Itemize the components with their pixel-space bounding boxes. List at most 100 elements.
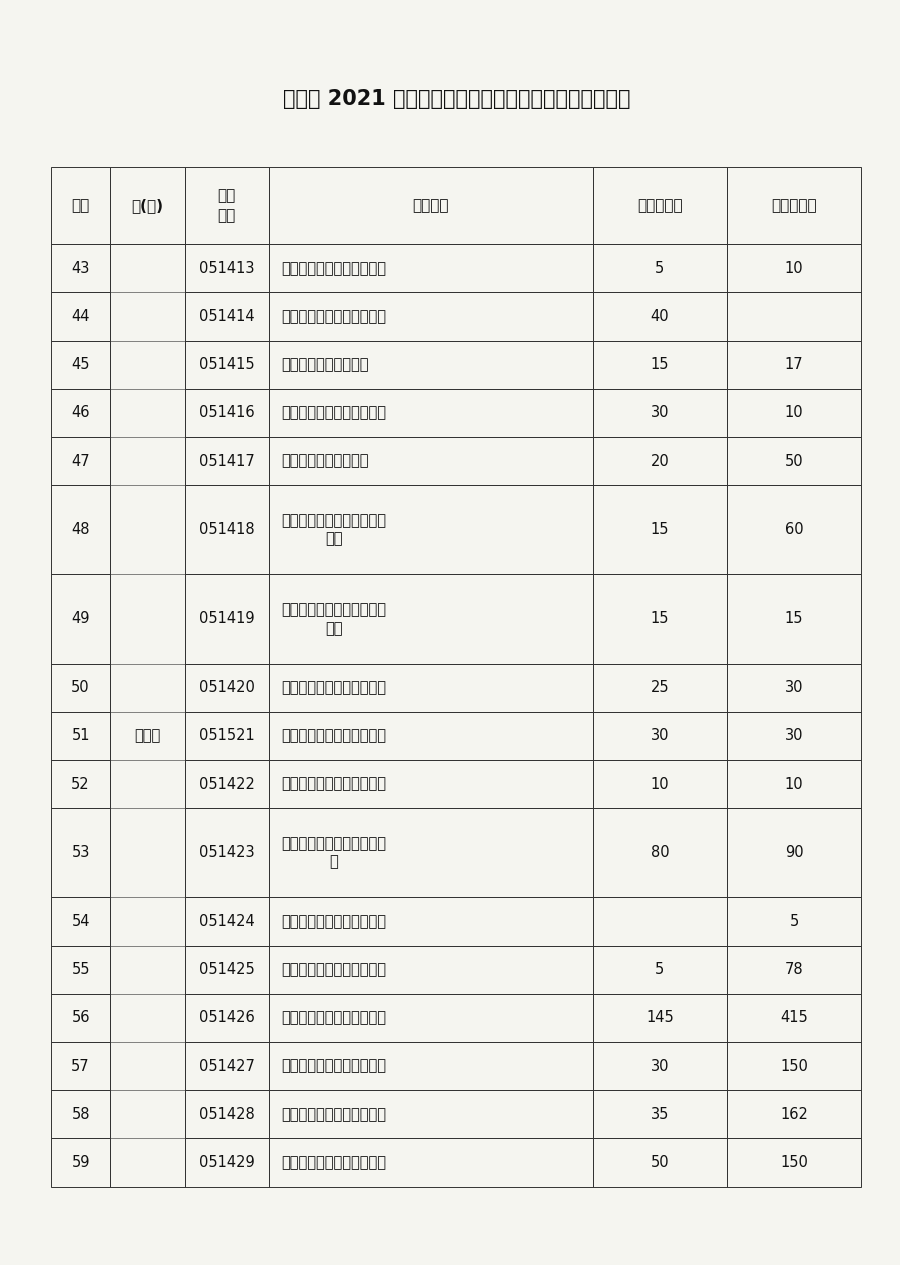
- Text: 30: 30: [785, 729, 804, 744]
- Bar: [184, 167, 269, 244]
- Text: 10: 10: [651, 777, 669, 792]
- Text: 051424: 051424: [199, 913, 255, 929]
- Bar: [51, 897, 110, 945]
- Bar: [593, 486, 727, 574]
- Text: 45: 45: [71, 357, 90, 372]
- Text: 90: 90: [785, 845, 804, 860]
- Text: 47: 47: [71, 454, 90, 468]
- Bar: [727, 486, 861, 574]
- Bar: [593, 574, 727, 664]
- Text: 30: 30: [651, 1059, 669, 1074]
- Bar: [51, 388, 110, 436]
- Bar: [51, 292, 110, 340]
- Bar: [184, 897, 269, 945]
- Bar: [593, 244, 727, 292]
- Text: 15: 15: [651, 357, 669, 372]
- Bar: [184, 808, 269, 897]
- Text: 54: 54: [71, 913, 90, 929]
- Text: 051413: 051413: [199, 261, 255, 276]
- Text: 汕头市潮南区陈店明德学校: 汕头市潮南区陈店明德学校: [282, 309, 387, 324]
- Bar: [184, 1090, 269, 1138]
- Bar: [593, 340, 727, 388]
- Bar: [184, 1042, 269, 1090]
- Bar: [593, 760, 727, 808]
- Bar: [269, 340, 593, 388]
- Text: 59: 59: [71, 1155, 90, 1170]
- Text: 30: 30: [651, 729, 669, 744]
- Text: 145: 145: [646, 1011, 674, 1026]
- Bar: [593, 292, 727, 340]
- Text: 汕头市潮南区博雅实验学校: 汕头市潮南区博雅实验学校: [282, 729, 387, 744]
- Text: 415: 415: [780, 1011, 808, 1026]
- Text: 小学一年级: 小学一年级: [637, 199, 682, 213]
- Bar: [727, 945, 861, 994]
- Text: 10: 10: [785, 261, 804, 276]
- Bar: [727, 994, 861, 1042]
- Text: 051414: 051414: [199, 309, 255, 324]
- Bar: [110, 244, 184, 1187]
- Text: 汕头市潮南区嘉盛伟才实验
学校: 汕头市潮南区嘉盛伟才实验 学校: [282, 512, 387, 546]
- Bar: [184, 292, 269, 340]
- Text: 051423: 051423: [199, 845, 255, 860]
- Bar: [593, 388, 727, 436]
- Bar: [727, 436, 861, 486]
- Bar: [51, 167, 110, 244]
- Bar: [184, 244, 269, 292]
- Bar: [593, 1090, 727, 1138]
- Bar: [51, 1090, 110, 1138]
- Text: 湖南区: 湖南区: [134, 729, 160, 744]
- Bar: [727, 167, 861, 244]
- Bar: [727, 1090, 861, 1138]
- Text: 44: 44: [71, 309, 90, 324]
- Text: 汕头市潮南区光明实验学校: 汕头市潮南区光明实验学校: [282, 1059, 387, 1074]
- Bar: [184, 340, 269, 388]
- Bar: [184, 574, 269, 664]
- Text: 汕头市潮南区育才实验学校: 汕头市潮南区育才实验学校: [282, 913, 387, 929]
- Bar: [51, 664, 110, 712]
- Bar: [269, 292, 593, 340]
- Text: 43: 43: [71, 261, 90, 276]
- Bar: [184, 436, 269, 486]
- Text: 60: 60: [785, 522, 804, 538]
- Text: 78: 78: [785, 963, 804, 977]
- Text: 051418: 051418: [199, 522, 255, 538]
- Bar: [269, 436, 593, 486]
- Text: 35: 35: [651, 1107, 669, 1122]
- Bar: [593, 808, 727, 897]
- Bar: [51, 244, 110, 292]
- Bar: [51, 1138, 110, 1187]
- Bar: [184, 388, 269, 436]
- Bar: [51, 340, 110, 388]
- Text: 57: 57: [71, 1059, 90, 1074]
- Text: 17: 17: [785, 357, 804, 372]
- Text: 50: 50: [785, 454, 804, 468]
- Text: 150: 150: [780, 1059, 808, 1074]
- Text: 区(县): 区(县): [131, 199, 164, 213]
- Text: 15: 15: [651, 611, 669, 626]
- Text: 25: 25: [651, 681, 669, 696]
- Text: 051419: 051419: [199, 611, 255, 626]
- Bar: [727, 1138, 861, 1187]
- Text: 40: 40: [651, 309, 669, 324]
- Bar: [593, 712, 727, 760]
- Text: 20: 20: [651, 454, 670, 468]
- Bar: [269, 1090, 593, 1138]
- Bar: [184, 1138, 269, 1187]
- Text: 051428: 051428: [199, 1107, 255, 1122]
- Bar: [269, 244, 593, 292]
- Bar: [727, 1042, 861, 1090]
- Text: 汕头市潮南区科利园实验学
校: 汕头市潮南区科利园实验学 校: [282, 836, 387, 869]
- Text: 汕头市潮南区陇田兴邦实验
学校: 汕头市潮南区陇田兴邦实验 学校: [282, 602, 387, 636]
- Bar: [269, 897, 593, 945]
- Text: 序号: 序号: [71, 199, 90, 213]
- Bar: [269, 388, 593, 436]
- Text: 051427: 051427: [199, 1059, 255, 1074]
- Bar: [269, 574, 593, 664]
- Bar: [727, 664, 861, 712]
- Text: 51: 51: [71, 729, 90, 744]
- Text: 051415: 051415: [199, 357, 255, 372]
- Text: 50: 50: [71, 681, 90, 696]
- Bar: [184, 945, 269, 994]
- Text: 5: 5: [789, 913, 799, 929]
- Bar: [269, 486, 593, 574]
